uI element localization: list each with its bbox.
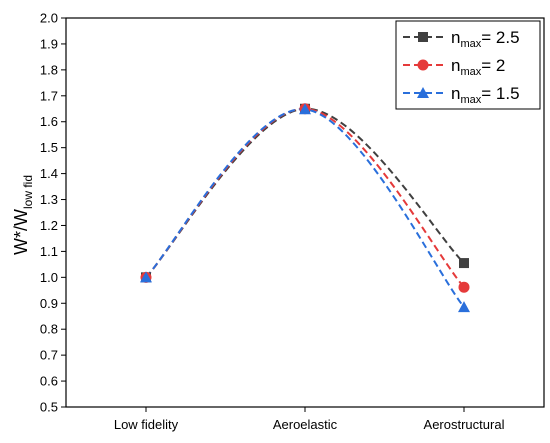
y-tick-label: 1.1	[40, 244, 58, 259]
y-tick-label: 1.5	[40, 140, 58, 155]
y-tick-label: 1.3	[40, 192, 58, 207]
legend-label-0: nmax= 2.5	[451, 28, 520, 50]
legend-marker-1	[417, 59, 429, 71]
y-tick-label: 1.8	[40, 62, 58, 77]
legend: nmax= 2.5 nmax= 2 nmax= 1.5	[395, 20, 541, 110]
y-tick-label: 1.4	[40, 166, 58, 181]
data-point-1-2	[458, 281, 470, 293]
y-axis: 0.5 0.6 0.7 0.8 0.9 1.0 1.1 1.2 1.3 1.4 1.5 1.6 1.7 1…	[40, 11, 66, 415]
series-group	[140, 103, 470, 313]
legend-label-1: nmax= 2	[451, 56, 505, 78]
x-tick-label: Low fidelity	[114, 417, 179, 432]
y-tick-label: 1.7	[40, 88, 58, 103]
x-axis: Low fidelity Aeroelastic Aerostructural	[114, 407, 505, 432]
y-tick-label: 1.9	[40, 36, 58, 51]
series-line-0	[145, 107, 465, 279]
x-tick-label: Aeroelastic	[273, 417, 338, 432]
data-point-2-2	[458, 301, 470, 313]
y-tick-label: 1.6	[40, 114, 58, 129]
data-point-2-0	[140, 271, 152, 283]
legend-marker-2	[417, 87, 429, 98]
data-point-2-1	[299, 103, 311, 115]
x-tick-label: Aerostructural	[424, 417, 505, 432]
y-tick-label: 0.9	[40, 296, 58, 311]
data-point-0-2	[459, 258, 469, 269]
series-line-1	[145, 107, 465, 288]
y-tick-label: 1.2	[40, 218, 58, 233]
y-tick-label: 1.0	[40, 270, 58, 285]
y-tick-label: 0.5	[40, 400, 58, 415]
legend-marker-0	[418, 32, 428, 42]
y-axis-label: W*/Wlow fid	[11, 175, 35, 255]
y-tick-label: 0.8	[40, 322, 58, 337]
series-line-2	[145, 108, 465, 308]
y-tick-label: 0.6	[40, 374, 58, 389]
legend-label-2: nmax= 1.5	[451, 84, 520, 106]
y-tick-label: 0.7	[40, 348, 58, 363]
y-tick-label: 2.0	[40, 11, 58, 26]
